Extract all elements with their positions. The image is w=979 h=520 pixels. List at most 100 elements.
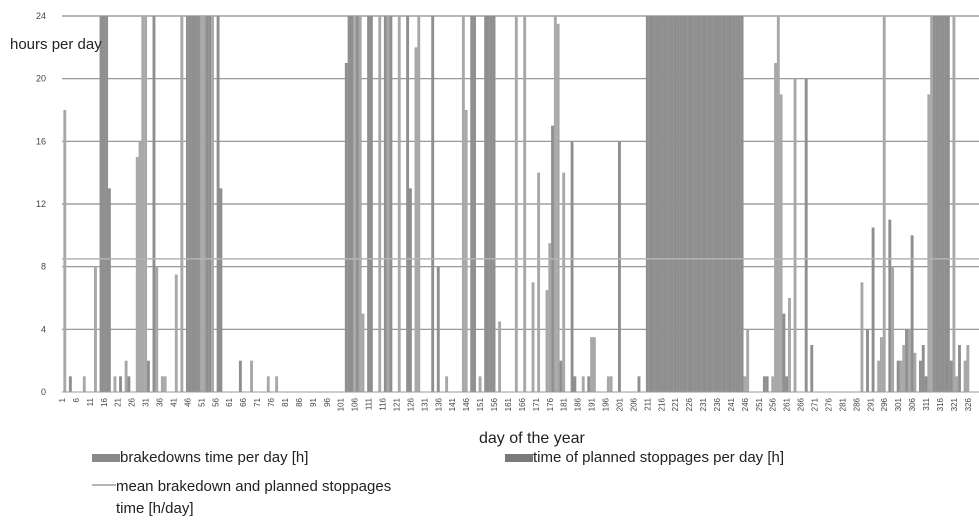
bar-breakdown-15	[99, 16, 103, 392]
y-tick-label-12: 12	[36, 199, 46, 209]
bar-breakdown-49	[194, 16, 198, 392]
bar-breakdown-260	[782, 313, 786, 392]
x-tick-label-16: 16	[100, 397, 109, 406]
bar-breakdown-201	[617, 141, 621, 392]
bar-breakdown-218	[665, 16, 669, 392]
x-tick-label-196: 196	[602, 397, 611, 411]
bar-breakdown-54	[208, 16, 212, 392]
x-tick-label-96: 96	[323, 397, 332, 406]
bar-breakdown-232	[704, 16, 708, 392]
bar-planned-55	[211, 16, 214, 392]
x-tick-label-151: 151	[476, 397, 485, 411]
x-tick-label-21: 21	[114, 397, 123, 406]
bar-planned-262	[788, 298, 791, 392]
bar-planned-42	[174, 274, 178, 392]
bar-planned-145	[461, 16, 465, 392]
y-tick-label-16: 16	[36, 136, 46, 146]
x-tick-label-126: 126	[406, 397, 415, 411]
bar-planned-178	[553, 16, 557, 392]
bar-breakdown-268	[804, 78, 808, 393]
bar-breakdown-180	[559, 360, 563, 392]
bar-breakdown-50	[197, 16, 201, 392]
bar-planned-13	[93, 266, 97, 392]
x-tick-label-111: 111	[365, 397, 374, 410]
bar-breakdown-243	[735, 16, 738, 392]
x-tick-label-141: 141	[448, 397, 457, 411]
x-tick-label-166: 166	[518, 397, 527, 411]
bar-planned-106	[353, 16, 357, 392]
legend-swatch-planned	[505, 453, 533, 462]
bar-breakdown-292	[871, 227, 875, 392]
bar-breakdown-234	[709, 16, 713, 392]
bar-breakdown-319	[946, 16, 950, 392]
x-tick-label-221: 221	[671, 397, 680, 411]
bar-planned-30	[141, 16, 145, 392]
bar-breakdown-316	[938, 16, 942, 392]
bar-breakdown-315	[935, 16, 939, 392]
x-tick-label-36: 36	[156, 397, 165, 406]
x-tick-label-121: 121	[392, 397, 401, 411]
bar-planned-305	[907, 329, 911, 392]
bar-breakdown-244	[737, 16, 741, 392]
x-tick-label-206: 206	[629, 397, 638, 411]
x-tick-label-181: 181	[560, 397, 569, 411]
y-tick-label-8: 8	[41, 262, 46, 272]
y-tick-label-4: 4	[41, 324, 46, 334]
bar-planned-191	[590, 337, 594, 392]
bar-breakdown-240	[726, 16, 730, 392]
bar-planned-198	[609, 376, 613, 392]
bar-breakdown-149	[473, 16, 476, 392]
x-tick-label-321: 321	[950, 397, 959, 411]
bar-planned-139	[445, 376, 449, 392]
bar-planned-322	[955, 376, 959, 392]
bar-breakdown-253	[762, 376, 766, 392]
x-tick-label-306: 306	[908, 397, 917, 411]
x-tick-label-186: 186	[574, 397, 583, 411]
bar-planned-321	[952, 16, 956, 392]
bar-breakdown-318	[944, 16, 948, 392]
bar-planned-122	[397, 16, 401, 392]
bar-breakdown-311	[924, 376, 928, 392]
bar-breakdown-254	[765, 376, 769, 392]
bar-breakdown-112	[369, 16, 373, 392]
bar-breakdown-237	[718, 16, 722, 392]
bar-planned-31	[144, 16, 148, 392]
y-tick-label-24: 24	[36, 11, 46, 21]
x-tick-label-66: 66	[239, 397, 248, 406]
bar-planned-115	[378, 16, 382, 392]
legend-mean: mean brakedown and planned stoppages tim…	[92, 476, 422, 520]
bar-breakdown-190	[587, 376, 591, 392]
x-tick-label-131: 131	[420, 397, 429, 411]
x-tick-label-216: 216	[657, 397, 666, 411]
bar-breakdown-18	[107, 188, 111, 392]
x-tick-label-56: 56	[211, 397, 220, 406]
bar-planned-259	[779, 94, 783, 392]
bar-breakdown-154	[486, 16, 490, 392]
x-tick-label-261: 261	[783, 397, 792, 411]
x-tick-label-76: 76	[267, 397, 276, 406]
bar-breakdown-219	[668, 16, 672, 392]
bar-breakdown-65	[238, 360, 242, 392]
bar-breakdown-261	[785, 376, 789, 392]
bar-planned-176	[548, 243, 552, 392]
bar-planned-28	[135, 157, 139, 392]
bar-breakdown-25	[127, 376, 131, 392]
x-tick-label-106: 106	[351, 397, 360, 411]
bar-breakdown-309	[919, 360, 922, 392]
bar-breakdown-126	[408, 188, 412, 392]
bar-planned-29	[138, 141, 142, 392]
bar-breakdown-225	[684, 16, 688, 392]
bar-planned-258	[776, 16, 780, 392]
bar-breakdown-304	[905, 329, 908, 392]
x-tick-label-41: 41	[169, 397, 178, 406]
bar-breakdown-231	[701, 16, 705, 392]
bar-breakdown-301	[896, 360, 900, 392]
bar-breakdown-229	[696, 16, 699, 392]
bar-planned-129	[417, 16, 421, 392]
bar-breakdown-323	[958, 345, 961, 392]
bar-planned-313	[930, 16, 934, 392]
bars	[63, 16, 970, 393]
bar-breakdown-220	[670, 16, 674, 392]
x-tick-labels: 1 6 11 16 21 26 31 36 41 46 51 56 61 66 71 76 81 86 91 96 10…	[58, 397, 973, 411]
